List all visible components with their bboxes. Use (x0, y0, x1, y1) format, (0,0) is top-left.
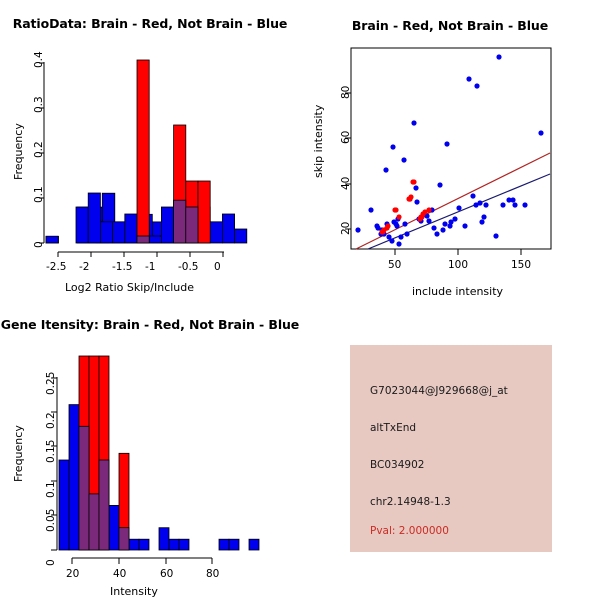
gene-histogram-canvas (51, 355, 260, 564)
accession-text: BC034902 (370, 459, 425, 471)
gene-x-tick-2: 60 (160, 568, 174, 580)
gene-info-box: G7023044@J929668@j_at altTxEnd BC034902 … (350, 345, 552, 552)
ratio-histogram-x-axis (57, 251, 224, 257)
ratio-x-tick-4: -0.5 (178, 261, 199, 273)
gene-y-tick-5: 0.25 (45, 371, 57, 395)
ratio-histogram-panel: RatioData: Brain - Red, Not Brain - Blue… (0, 0, 300, 300)
scatter-fit-lines (355, 152, 551, 250)
ratio-x-tick-5: 0 (214, 261, 221, 273)
gene-x-tick-0: 20 (66, 568, 80, 580)
gene-x-tick-3: 80 (206, 568, 220, 580)
ratio-y-tick-2: 0.2 (33, 141, 45, 158)
ratio-y-tick-1: 0.1 (33, 186, 45, 203)
gene-histogram-x-axis (71, 557, 213, 564)
gene-histogram-title: Gene Itensity: Brain - Red, Not Brain - … (0, 317, 300, 332)
scatter-x-tick-1: 100 (448, 259, 469, 271)
scatter-y-axis (345, 92, 351, 230)
gene-histogram-y-axis (51, 377, 58, 551)
ratio-histogram-ylabel: Frequency (12, 123, 25, 180)
scatter-y-tick-0: 20 (340, 221, 352, 235)
scatter-canvas (345, 47, 552, 255)
scatter-y-tick-3: 80 (340, 85, 352, 99)
scatter-xlabel: include intensity (412, 285, 504, 298)
ratio-histogram-canvas (39, 59, 248, 257)
ratio-y-tick-3: 0.3 (33, 96, 45, 113)
gene-histogram-panel: Gene Itensity: Brain - Red, Not Brain - … (0, 300, 300, 600)
not-brain-fit-line (367, 173, 551, 250)
locus-text: chr2.14948-1.3 (370, 496, 451, 508)
ratio-histogram-title: RatioData: Brain - Red, Not Brain - Blue (12, 16, 288, 31)
ratio-x-tick-3: -1 (145, 261, 156, 273)
ratio-histogram-y-axis (39, 62, 45, 244)
ratio-y-tick-4: 0.4 (33, 51, 45, 68)
scatter-x-tick-0: 50 (388, 259, 402, 271)
ratio-x-tick-1: -2 (79, 261, 90, 273)
ratio-y-tick-0: 0 (33, 241, 45, 248)
scatter-panel: Brain - Red, Not Brain - Blue skip inten… (300, 0, 600, 300)
event-type-text: altTxEnd (370, 422, 417, 434)
scatter-x-tick-2: 150 (511, 259, 532, 271)
gene-info-panel: G7023044@J929668@j_at altTxEnd BC034902 … (300, 300, 600, 600)
gene-y-tick-4: 0.2 (45, 412, 57, 429)
brain-fit-line (355, 152, 551, 250)
ratio-x-tick-0: -2.5 (46, 261, 67, 273)
gene-x-tick-1: 40 (113, 568, 127, 580)
brain-points (379, 179, 432, 235)
scatter-y-tick-1: 40 (340, 176, 352, 190)
not-brain-points (355, 54, 544, 247)
gene-histogram-ylabel: Frequency (12, 425, 25, 482)
scatter-x-axis (394, 249, 522, 255)
scatter-ylabel: skip intensity (312, 104, 325, 178)
probe-id-text: G7023044@J929668@j_at (370, 385, 508, 397)
gene-y-tick-0: 0 (45, 559, 57, 566)
gene-histogram-bars (58, 355, 260, 551)
gene-y-tick-3: 0.15 (45, 439, 57, 463)
ratio-histogram-bars (45, 59, 248, 244)
pval-text: Pval: 2.000000 (370, 525, 449, 537)
gene-y-tick-2: 0.1 (45, 481, 57, 498)
scatter-y-tick-2: 60 (340, 130, 352, 144)
gene-y-tick-1: 0.05 (45, 508, 57, 532)
scatter-plot-box (350, 47, 552, 250)
ratio-x-tick-2: -1.5 (112, 261, 133, 273)
scatter-title: Brain - Red, Not Brain - Blue (351, 18, 549, 33)
ratio-histogram-xlabel: Log2 Ratio Skip/Include (65, 281, 195, 294)
gene-histogram-xlabel: Intensity (110, 585, 158, 598)
